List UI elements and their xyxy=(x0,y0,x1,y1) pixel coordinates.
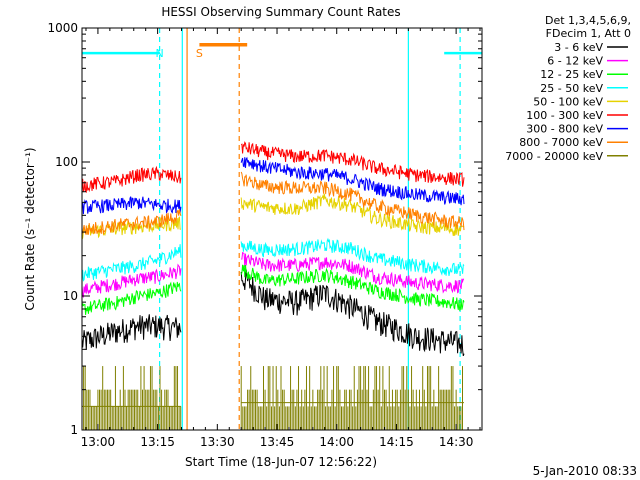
series-7 xyxy=(81,171,465,236)
series-6 xyxy=(81,156,465,215)
y-axis-label: Count Rate (s⁻¹ detector⁻¹) xyxy=(23,147,37,310)
x-tick-label: 14:00 xyxy=(319,435,354,449)
series-4 xyxy=(81,193,465,240)
legend-label: 6 - 12 keV xyxy=(547,55,603,68)
legend-header-2: FDecim 1, Att 0 xyxy=(546,27,631,40)
series-line xyxy=(81,314,182,351)
series-line xyxy=(240,156,465,206)
series-line xyxy=(81,263,182,298)
date-stamp: 5-Jan-2010 08:33 xyxy=(533,464,637,478)
legend-header-1: Det 1,3,4,5,6,9, xyxy=(545,14,631,27)
series-line xyxy=(81,196,182,215)
legend-label: 300 - 800 keV xyxy=(526,123,603,136)
legend-label: 50 - 100 keV xyxy=(533,95,603,108)
plot-frame xyxy=(81,27,483,431)
series-line xyxy=(81,209,182,236)
y-tick-label: 1 xyxy=(70,423,78,437)
series-3 xyxy=(81,237,465,282)
y-tick-label: 1000 xyxy=(47,21,78,35)
series-line xyxy=(240,193,465,236)
y-axis: 1 10 100 1000 xyxy=(47,21,482,437)
series-line xyxy=(241,251,465,294)
y-tick-label: 10 xyxy=(63,289,78,303)
series-line xyxy=(240,171,465,231)
series-0 xyxy=(81,269,465,357)
series-line xyxy=(81,244,182,282)
series-2 xyxy=(81,264,465,315)
series-line xyxy=(240,269,465,357)
series-8 xyxy=(81,366,464,430)
legend-label: 12 - 25 keV xyxy=(540,68,603,81)
x-tick-label: 13:30 xyxy=(200,435,235,449)
x-tick-label: 13:00 xyxy=(81,435,116,449)
x-axis-label: Start Time (18-Jun-07 12:56:22) xyxy=(185,455,377,469)
legend-label: 800 - 7000 keV xyxy=(519,136,603,149)
series-5 xyxy=(81,141,465,194)
legend-label: 7000 - 20000 keV xyxy=(505,150,603,163)
x-axis: 13:00 13:15 13:30 13:45 14:00 14:15 14:30 xyxy=(81,28,481,449)
chart-title: HESSI Observing Summary Count Rates xyxy=(161,5,400,19)
series-line xyxy=(240,237,465,276)
legend-label: 3 - 6 keV xyxy=(554,41,603,54)
flag-n: N xyxy=(155,47,163,60)
legend-label: 100 - 300 keV xyxy=(526,109,603,122)
flag-s: S xyxy=(196,47,203,60)
legend: Det 1,3,4,5,6,9, FDecim 1, Att 0 3 - 6 k… xyxy=(505,14,631,163)
legend-label: 25 - 50 keV xyxy=(540,82,603,95)
series-1 xyxy=(81,251,465,298)
x-tick-label: 14:15 xyxy=(379,435,414,449)
series-line xyxy=(81,281,182,315)
series-line xyxy=(240,264,465,311)
series-line xyxy=(240,141,465,187)
y-tick-label: 100 xyxy=(55,155,78,169)
series-line xyxy=(81,216,181,240)
x-tick-label: 14:30 xyxy=(439,435,474,449)
series-line xyxy=(81,165,182,194)
x-tick-label: 13:45 xyxy=(260,435,295,449)
x-tick-label: 13:15 xyxy=(140,435,175,449)
